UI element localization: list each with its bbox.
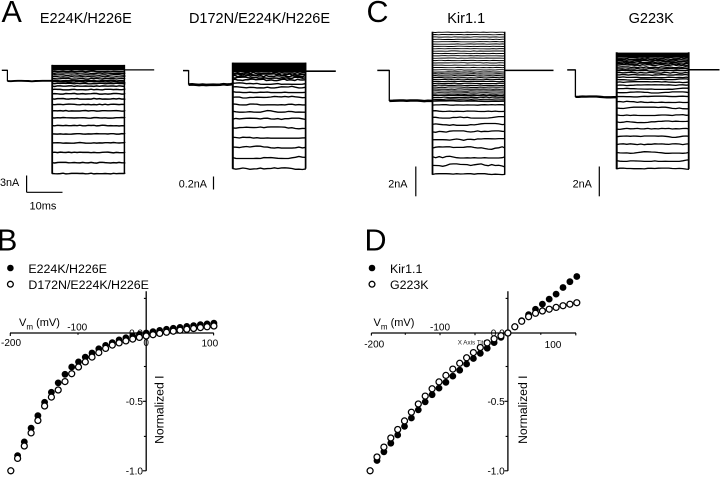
svg-text:D: D	[365, 224, 387, 258]
svg-text:100: 100	[545, 340, 562, 351]
svg-text:-200: -200	[364, 340, 384, 351]
svg-text:G223K: G223K	[390, 278, 429, 292]
svg-text:2nA: 2nA	[388, 179, 408, 191]
svg-text:C: C	[367, 0, 389, 29]
svg-text:0: 0	[143, 338, 149, 349]
svg-text:Vm (mV): Vm (mV)	[374, 317, 415, 331]
svg-text:-200: -200	[1, 338, 21, 349]
svg-text:3nA: 3nA	[0, 177, 20, 189]
svg-text:Kir1.1: Kir1.1	[447, 11, 485, 27]
svg-text:2nA: 2nA	[573, 179, 593, 191]
svg-text:-1.0: -1.0	[126, 467, 144, 477]
svg-text:B: B	[0, 224, 17, 258]
svg-text:-0.5: -0.5	[126, 397, 144, 408]
svg-text:G223K: G223K	[629, 11, 674, 27]
svg-text:-0.5: -0.5	[487, 397, 505, 408]
svg-text:0.2nA: 0.2nA	[179, 178, 208, 190]
svg-text:100: 100	[201, 339, 218, 350]
svg-text:D172N/E224K/H226E: D172N/E224K/H226E	[189, 11, 330, 27]
svg-text:10ms: 10ms	[30, 200, 57, 212]
svg-text:Normalized I: Normalized I	[516, 375, 530, 443]
svg-text:X Axis Title: X Axis Title	[458, 339, 489, 346]
svg-text:D172N/E224K/H226E: D172N/E224K/H226E	[28, 278, 149, 292]
svg-text:Normalized I: Normalized I	[152, 375, 166, 443]
svg-text:Kir1.1: Kir1.1	[390, 262, 422, 276]
svg-text:-100: -100	[430, 322, 450, 333]
svg-text:A: A	[2, 0, 23, 29]
svg-text:Vm (mV): Vm (mV)	[19, 317, 60, 331]
svg-text:E224K/H226E: E224K/H226E	[28, 262, 107, 276]
svg-text:-1.0: -1.0	[487, 467, 505, 477]
svg-text:-100: -100	[67, 322, 87, 333]
svg-text:E224K/H226E: E224K/H226E	[40, 11, 132, 27]
